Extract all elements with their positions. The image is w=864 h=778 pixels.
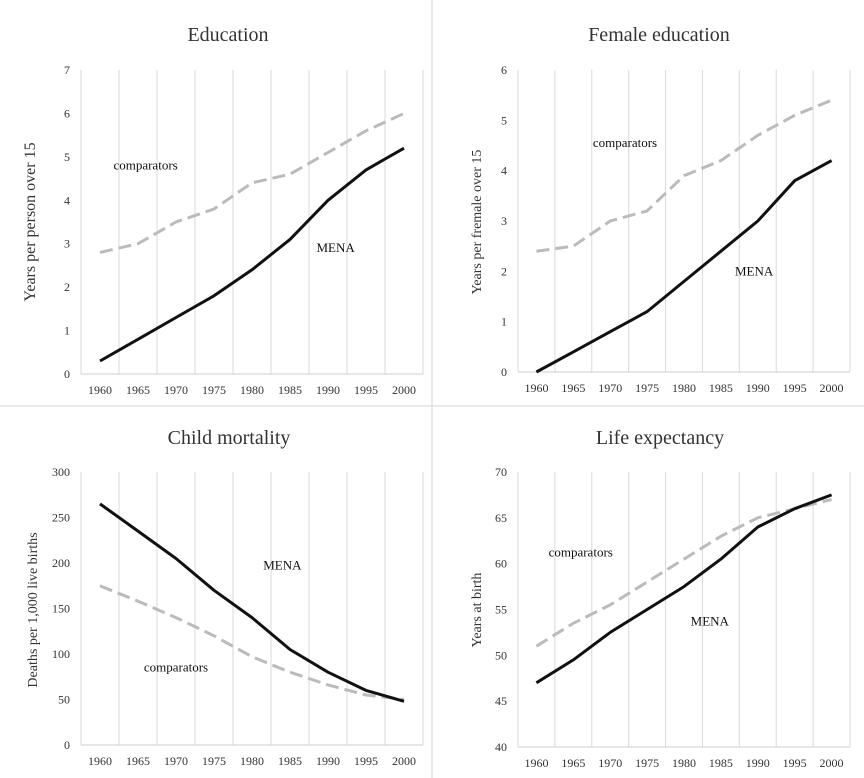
x-tick-label: 1970 xyxy=(598,381,622,395)
y-tick-label: 7 xyxy=(64,63,70,77)
annotation-comparators: comparators xyxy=(113,158,177,173)
y-tick-label: 2 xyxy=(64,280,70,294)
x-tick-label: 1980 xyxy=(240,383,264,397)
x-tick-label: 2000 xyxy=(392,754,416,768)
y-tick-label: 5 xyxy=(501,113,507,127)
y-tick-label: 0 xyxy=(64,738,70,752)
x-tick-label: 1975 xyxy=(635,756,659,770)
y-tick-label: 70 xyxy=(495,465,507,479)
x-tick-label: 1965 xyxy=(126,383,150,397)
annotation-mena: MENA xyxy=(263,558,302,573)
x-tick-label: 1970 xyxy=(164,754,188,768)
x-tick-label: 1985 xyxy=(278,383,302,397)
annotation-mena: MENA xyxy=(316,240,355,255)
x-tick-label: 2000 xyxy=(392,383,416,397)
y-tick-label: 0 xyxy=(64,367,70,381)
x-tick-label: 1995 xyxy=(354,754,378,768)
series-line-comparators xyxy=(99,584,405,701)
x-tick-label: 1975 xyxy=(202,754,226,768)
x-tick-label: 1975 xyxy=(635,381,659,395)
y-tick-label: 4 xyxy=(501,164,507,178)
chart-title-female-education: Female education xyxy=(588,24,730,46)
x-tick-label: 1985 xyxy=(709,756,733,770)
y-tick-label: 4 xyxy=(64,193,70,207)
x-tick-label: 1990 xyxy=(746,381,770,395)
series-line-comparators xyxy=(536,98,833,253)
x-tick-label: 1960 xyxy=(88,754,112,768)
series-line-mena xyxy=(99,146,405,363)
x-tick-label: 1985 xyxy=(278,754,302,768)
x-tick-label: 1980 xyxy=(240,754,264,768)
x-tick-label: 1960 xyxy=(524,381,548,395)
x-tick-label: 2000 xyxy=(820,381,844,395)
x-tick-label: 1960 xyxy=(88,383,112,397)
y-tick-label: 50 xyxy=(495,648,507,662)
x-tick-label: 2000 xyxy=(820,756,844,770)
x-tick-label: 1990 xyxy=(316,383,340,397)
y-axis-label-education: Years per person over 15 xyxy=(22,142,39,301)
y-tick-label: 150 xyxy=(52,602,70,616)
annotation-comparators: comparators xyxy=(144,660,208,675)
chart-title-education: Education xyxy=(187,24,268,46)
x-tick-label: 1970 xyxy=(598,756,622,770)
series-line-mena xyxy=(535,493,833,685)
y-tick-label: 6 xyxy=(64,106,70,120)
x-tick-label: 1970 xyxy=(164,383,188,397)
x-tick-label: 1995 xyxy=(354,383,378,397)
x-tick-label: 1980 xyxy=(672,381,696,395)
series-line-mena xyxy=(99,502,405,703)
y-tick-label: 200 xyxy=(52,556,70,570)
y-tick-label: 2 xyxy=(501,264,507,278)
y-tick-label: 6 xyxy=(501,63,507,77)
x-tick-label: 1980 xyxy=(672,756,696,770)
chart-title-child-mortality: Child mortality xyxy=(168,427,291,449)
y-axis-label-life-expectancy: Years at birth xyxy=(470,573,485,648)
annotation-comparators: comparators xyxy=(593,135,657,150)
y-tick-label: 65 xyxy=(495,511,507,525)
chart-female-education: 0 1 2 3 4 5 6 1960 1965 1970 1975 1980 1985 1990 1995 2… xyxy=(501,63,851,395)
y-tick-label: 100 xyxy=(52,647,70,661)
x-tick-label: 1975 xyxy=(202,383,226,397)
y-tick-label: 3 xyxy=(501,214,507,228)
chart-life-expectancy: 40 45 50 55 60 65 70 1960 1965 1970 1975 1980 1985 19… xyxy=(495,465,851,770)
annotation-comparators: comparators xyxy=(549,545,613,560)
x-tick-label: 1985 xyxy=(709,381,733,395)
y-tick-label: 3 xyxy=(64,237,70,251)
y-tick-label: 250 xyxy=(52,511,70,525)
annotation-mena: MENA xyxy=(691,613,730,628)
y-tick-label: 1 xyxy=(501,315,507,329)
x-tick-label: 1995 xyxy=(783,756,807,770)
x-tick-label: 1995 xyxy=(783,381,807,395)
y-tick-label: 5 xyxy=(64,150,70,164)
y-tick-label: 0 xyxy=(501,365,507,379)
x-tick-label: 1965 xyxy=(126,754,150,768)
x-tick-label: 1965 xyxy=(561,381,585,395)
y-tick-label: 45 xyxy=(495,694,507,708)
x-tick-label: 1990 xyxy=(746,756,770,770)
annotation-mena: MENA xyxy=(735,263,774,278)
series-line-comparators xyxy=(99,112,405,254)
y-axis-label-female-education: Years per fremale over 15 xyxy=(470,150,485,295)
y-axis-label-child-mortality: Deaths per 1,000 live births xyxy=(26,532,41,687)
chart-child-mortality: 0 50 100 150 200 250 300 1960 1965 1970 1975 1980 19… xyxy=(52,465,424,768)
y-tick-label: 300 xyxy=(52,465,70,479)
y-tick-label: 55 xyxy=(495,603,507,617)
x-tick-label: 1960 xyxy=(524,756,548,770)
x-tick-label: 1990 xyxy=(316,754,340,768)
series-line-mena xyxy=(535,159,833,374)
chart-title-life-expectancy: Life expectancy xyxy=(596,427,724,449)
y-tick-label: 60 xyxy=(495,557,507,571)
chart-education: 0 1 2 3 4 5 6 7 1960 1965 1970 1975 1980 1985 1990 1995… xyxy=(64,63,424,397)
y-tick-label: 1 xyxy=(64,324,70,338)
y-tick-label: 50 xyxy=(58,693,70,707)
x-tick-label: 1965 xyxy=(561,756,585,770)
y-tick-label: 40 xyxy=(495,740,507,754)
series-line-comparators xyxy=(535,498,832,648)
